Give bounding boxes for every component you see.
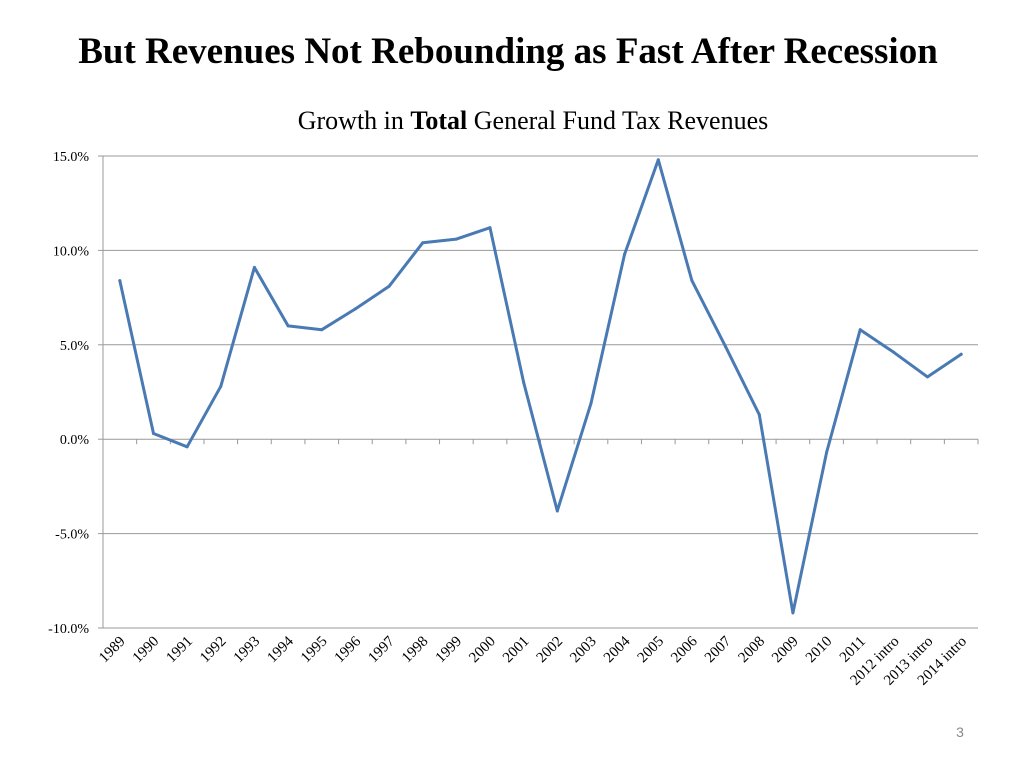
data-point — [555, 509, 559, 513]
data-point — [690, 279, 694, 283]
data-point — [185, 445, 189, 449]
x-tick-label: 2008 — [736, 634, 769, 667]
x-tick-label: 2004 — [601, 633, 634, 666]
x-tick-label: 1993 — [231, 634, 264, 667]
data-point — [454, 237, 458, 241]
data-point — [623, 252, 627, 256]
series-line — [118, 158, 963, 615]
data-point — [353, 307, 357, 311]
x-tick-label: 2006 — [668, 633, 701, 666]
chart-title-emphasis: Total — [410, 106, 468, 135]
x-tick-label: 2000 — [466, 634, 499, 667]
axes — [98, 155, 979, 629]
data-point — [252, 265, 256, 269]
x-tick-label: 2007 — [702, 633, 735, 666]
data-point — [421, 241, 425, 245]
y-tick-label: -10.0% — [48, 622, 89, 637]
data-point — [724, 345, 728, 349]
x-tick-label: 2005 — [635, 634, 668, 667]
x-tick-label: 2001 — [500, 634, 533, 667]
x-tick-label: 2009 — [769, 634, 802, 667]
data-point — [589, 401, 593, 405]
x-axis-tick-labels: 1989 1990 1991 1992 1993 1994 1995 1996 1997 1998… — [96, 633, 970, 689]
x-tick-label: 1996 — [332, 633, 365, 666]
x-tick-label: 1991 — [163, 634, 196, 667]
x-tick-label: 2002 — [534, 634, 567, 667]
x-tick-label: 1997 — [365, 633, 398, 666]
chart-title: Growth in Total General Fund Tax Revenue… — [0, 106, 1024, 136]
x-tick-label: 2003 — [567, 634, 600, 667]
data-point — [858, 328, 862, 332]
data-point — [757, 413, 761, 417]
gridlines — [103, 155, 978, 629]
slide-title: But Revenues Not Rebounding as Fast Afte… — [78, 31, 938, 72]
y-axis-tick-labels: 15.0% 10.0% 5.0% 0.0% -5.0% -10.0% — [48, 150, 89, 637]
data-point — [892, 350, 896, 354]
data-point — [959, 352, 963, 356]
x-tick-label: 1995 — [298, 634, 331, 667]
data-point — [151, 432, 155, 436]
data-point — [825, 450, 829, 454]
chart-title-prefix: Growth in — [297, 106, 411, 135]
data-point — [488, 226, 492, 230]
y-tick-label: 10.0% — [53, 244, 90, 259]
x-tick-label: 1992 — [197, 634, 230, 667]
y-tick-label: 0.0% — [60, 433, 90, 448]
data-point — [118, 279, 122, 283]
data-point — [656, 158, 660, 162]
data-point — [286, 324, 290, 328]
x-tick-label: 1990 — [130, 634, 163, 667]
series-layer — [118, 158, 963, 615]
x-tick-label: 1994 — [264, 633, 297, 666]
y-tick-label: -5.0% — [55, 528, 89, 543]
y-tick-label: 15.0% — [53, 150, 90, 165]
chart-title-suffix: General Fund Tax Revenues — [467, 106, 769, 135]
data-point — [926, 375, 930, 379]
x-tick-label: 1998 — [399, 634, 432, 667]
y-tick-label: 5.0% — [60, 339, 90, 354]
data-point — [320, 328, 324, 332]
x-tick-label: 1989 — [96, 634, 129, 667]
page-number: 3 — [956, 724, 964, 740]
data-point — [387, 284, 391, 288]
x-tick-label: 1999 — [433, 634, 466, 667]
data-point — [791, 611, 795, 615]
data-point — [522, 381, 526, 385]
x-tick-label: 2010 — [803, 634, 836, 667]
data-point — [219, 384, 223, 388]
